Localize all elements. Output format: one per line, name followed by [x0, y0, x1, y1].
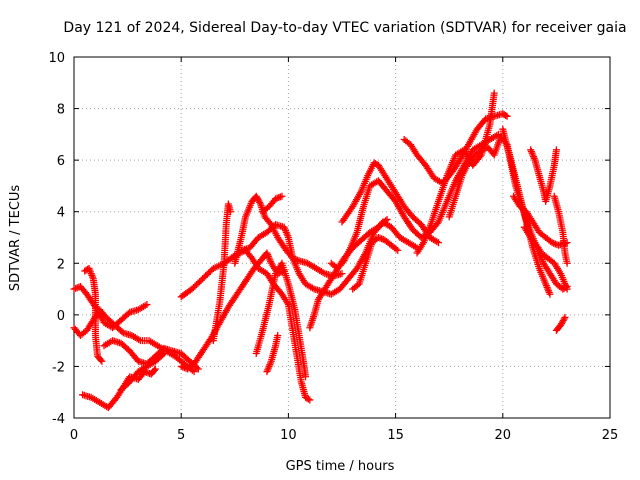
data-point	[160, 350, 168, 358]
chart-title: Day 121 of 2024, Sidereal Day-to-day VTE…	[63, 20, 626, 36]
data-point	[563, 282, 571, 290]
series-track-zz	[552, 313, 569, 334]
y-axis-label: SDTVAR / TECUs	[8, 185, 23, 292]
x-tick-label: 25	[602, 428, 619, 443]
series-track-g	[177, 249, 288, 373]
x-tick-label: 20	[495, 428, 512, 443]
y-tick-label: 8	[57, 103, 65, 118]
data-point	[193, 364, 201, 372]
data-point	[256, 198, 264, 206]
data-point	[552, 146, 560, 154]
data-point	[302, 373, 310, 381]
y-tick-label: -2	[52, 360, 65, 375]
series-track-o	[306, 215, 391, 332]
data-point	[143, 301, 151, 309]
data-point	[394, 246, 402, 254]
data-point	[502, 111, 510, 119]
series-track-v	[499, 125, 571, 293]
data-point	[274, 331, 282, 339]
series-track-c	[81, 264, 106, 365]
y-tick-label: 2	[57, 257, 65, 272]
data-point	[190, 368, 198, 376]
plot-frame	[73, 56, 611, 419]
x-tick-label: 15	[387, 428, 404, 443]
x-tick-label: 10	[280, 428, 297, 443]
x-axis-label: GPS time / hours	[286, 459, 395, 474]
data-points	[70, 89, 571, 412]
series-track-t	[413, 89, 498, 257]
data-point	[382, 217, 390, 225]
data-point	[151, 365, 159, 373]
data-point	[383, 215, 391, 223]
series-track-y	[520, 223, 571, 293]
data-point	[338, 270, 346, 278]
series-track-b	[70, 306, 198, 376]
series-track-l	[259, 192, 286, 216]
series-track-i	[209, 200, 235, 345]
data-point	[392, 245, 400, 253]
series-track-z	[550, 192, 571, 267]
data-point	[490, 89, 498, 97]
series-track-r	[349, 234, 402, 293]
data-point	[278, 192, 286, 200]
data-point	[304, 395, 312, 403]
series-track-h	[177, 246, 314, 404]
series-track-e	[100, 337, 202, 373]
series-track-m	[252, 259, 310, 381]
data-point	[560, 315, 568, 323]
data-point	[306, 396, 314, 404]
series-track-f	[117, 350, 168, 394]
data-point	[98, 357, 106, 365]
y-tick-label: 0	[57, 309, 65, 324]
data-point	[561, 313, 569, 321]
x-tick-label: 5	[177, 428, 185, 443]
y-tick-label: 6	[57, 154, 65, 169]
y-tick-label: 4	[57, 206, 65, 221]
data-point	[562, 283, 570, 291]
data-point	[434, 239, 442, 247]
series-track-x	[527, 146, 560, 205]
data-point	[150, 366, 158, 374]
series-track-d	[79, 365, 159, 412]
data-point	[194, 365, 202, 373]
data-point	[503, 112, 511, 120]
axis-ticks: 0 5 10 15 20 25 -4 -2 0 2 4 6 8 10	[48, 51, 618, 443]
y-tick-label: 10	[48, 51, 65, 66]
data-point	[563, 259, 571, 267]
data-point	[227, 208, 235, 216]
x-tick-label: 0	[70, 428, 78, 443]
y-tick-label: -4	[52, 412, 65, 427]
data-point	[97, 356, 105, 364]
series-track-k	[237, 218, 421, 298]
data-point	[159, 351, 167, 359]
data-point	[546, 290, 554, 298]
series-track-n	[263, 331, 282, 376]
